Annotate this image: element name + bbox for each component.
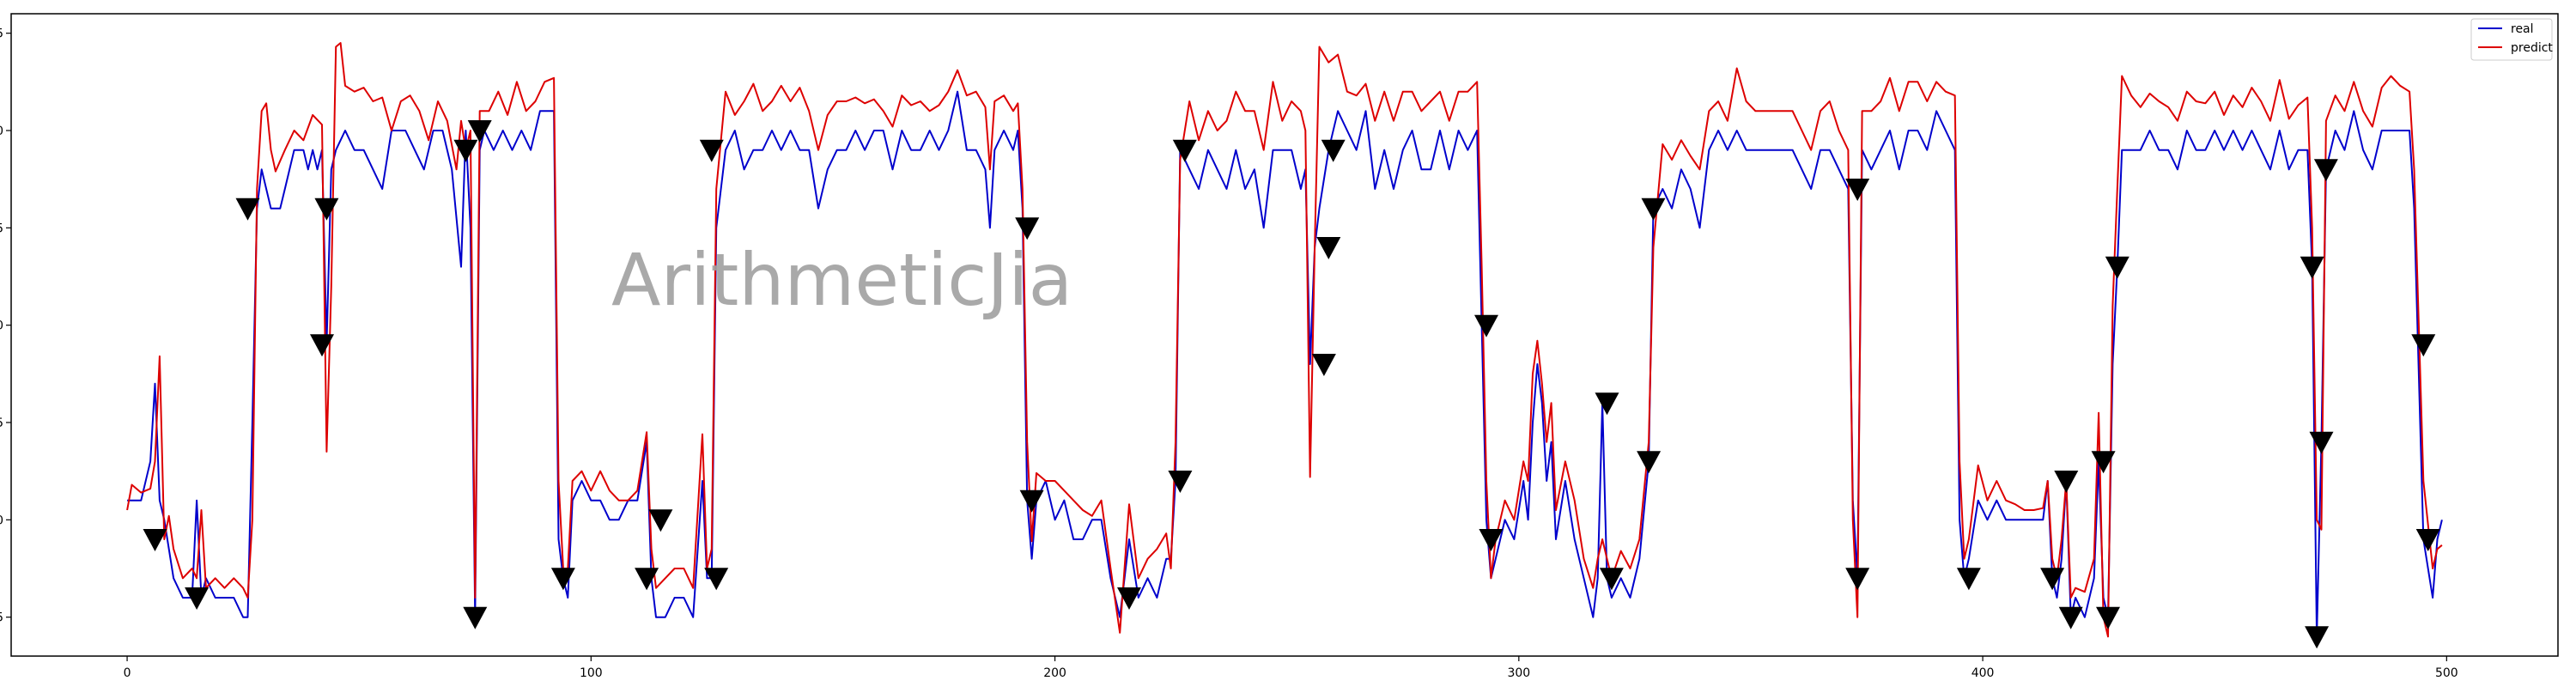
x-tick-label: 100	[580, 666, 603, 680]
triangle-marker	[1172, 139, 1197, 162]
triangle-marker	[1637, 451, 1662, 474]
triangle-marker	[1117, 587, 1141, 610]
triangle-marker	[1015, 217, 1040, 240]
y-tick-label: 55	[0, 222, 3, 235]
x-tick-label: 300	[1507, 666, 1530, 680]
axis-ticks: 0 100 200 300 400 500 35 40 45 50 55 60 65	[0, 27, 2458, 680]
triangle-marker	[1321, 139, 1346, 162]
y-tick-label: 35	[0, 611, 3, 625]
triangle-marker	[635, 568, 659, 591]
triangle-marker	[1956, 568, 1981, 591]
x-tick-label: 200	[1043, 666, 1066, 680]
triangle-marker	[1595, 392, 1619, 416]
triangle-marker	[699, 139, 724, 162]
triangle-marker	[235, 198, 260, 221]
legend-label-predict: predict	[2511, 41, 2553, 55]
triangle-marker	[704, 568, 729, 591]
triangle-marker	[453, 139, 478, 162]
legend: real predict	[2470, 18, 2553, 61]
triangle-marker	[2411, 334, 2436, 357]
triangle-marker	[1845, 179, 1870, 201]
triangle-marker	[1479, 529, 1504, 551]
triangle-marker	[467, 120, 492, 143]
x-tick-label: 400	[1971, 666, 1995, 680]
triangle-marker	[550, 568, 575, 591]
triangle-marker	[143, 529, 167, 551]
triangle-marker	[1168, 471, 1193, 493]
series-lines	[126, 42, 2443, 638]
y-tick-label: 65	[0, 27, 3, 41]
x-tick-label: 500	[2435, 666, 2458, 680]
triangle-marker	[2054, 471, 2079, 493]
watermark-text: ArithmeticJia	[611, 238, 1072, 322]
triangle-marker	[648, 509, 673, 532]
triangle-marker	[2415, 529, 2440, 551]
y-tick-label: 40	[0, 514, 3, 527]
plot-area	[10, 13, 2559, 657]
triangle-marker	[2096, 606, 2120, 629]
triangle-marker	[2305, 626, 2330, 649]
series-line-predict	[126, 42, 2443, 638]
legend-label-real: real	[2511, 22, 2534, 36]
triangle-markers	[143, 120, 2440, 649]
triangle-marker	[463, 606, 488, 629]
y-tick-label: 45	[0, 416, 3, 430]
y-tick-label: 60	[0, 125, 3, 138]
triangle-marker	[1311, 354, 1336, 376]
triangle-marker	[1641, 198, 1666, 221]
triangle-marker	[2091, 451, 2116, 474]
triangle-marker	[1599, 568, 1624, 591]
triangle-marker	[310, 334, 334, 357]
x-tick-label: 0	[124, 666, 131, 680]
triangle-marker	[2300, 256, 2324, 279]
triangle-marker	[1316, 237, 1341, 259]
y-tick-label: 50	[0, 319, 3, 333]
triangle-marker	[2309, 431, 2334, 454]
triangle-marker	[1019, 489, 1044, 513]
triangle-marker	[2313, 159, 2338, 182]
triangle-marker	[314, 198, 339, 221]
triangle-marker	[1474, 314, 1498, 337]
triangle-marker	[1845, 568, 1870, 591]
triangle-marker	[2058, 606, 2083, 629]
triangle-marker	[2040, 568, 2065, 591]
triangle-marker	[185, 587, 210, 610]
triangle-marker	[2105, 256, 2129, 279]
